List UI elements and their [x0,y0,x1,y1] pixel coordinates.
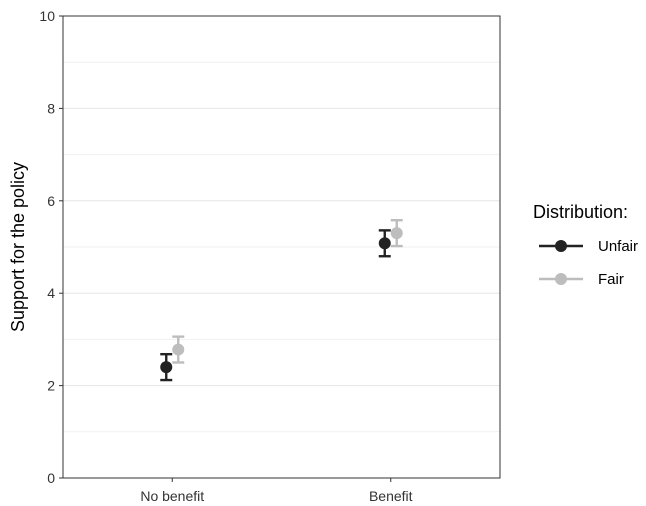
legend-key-point [555,240,567,252]
y-axis-title: Support for the policy [8,162,28,332]
legend: Distribution: Unfair Fair [533,202,638,288]
point-marker [160,361,173,374]
y-tick-label: 0 [47,470,55,486]
data-point-unfair [160,352,173,382]
legend-item-fair: Fair [539,271,624,288]
series-marks [160,219,403,382]
data-point-fair [390,219,403,248]
y-tick-label: 8 [47,100,55,116]
x-tick-label: No benefit [140,488,204,504]
point-marker [378,237,391,250]
legend-title: Distribution: [533,202,628,222]
legend-label: Unfair [598,238,638,255]
x-axis: No benefit Benefit [140,478,413,504]
y-tick-label: 6 [47,193,55,209]
legend-item-unfair: Unfair [539,238,638,255]
point-marker [390,227,403,240]
x-tick-label: Benefit [369,488,413,504]
gridlines [63,15,500,479]
y-tick-label: 2 [47,378,55,394]
data-point-fair [172,335,185,364]
point-marker [172,343,185,356]
y-tick-label: 10 [39,8,55,24]
y-tick-label: 4 [47,285,55,301]
legend-label: Fair [598,271,624,288]
y-axis: 0 2 4 6 8 10 [39,8,63,486]
legend-key-point [555,273,567,285]
data-point-unfair [378,229,391,258]
plot-panel-border [62,15,501,479]
